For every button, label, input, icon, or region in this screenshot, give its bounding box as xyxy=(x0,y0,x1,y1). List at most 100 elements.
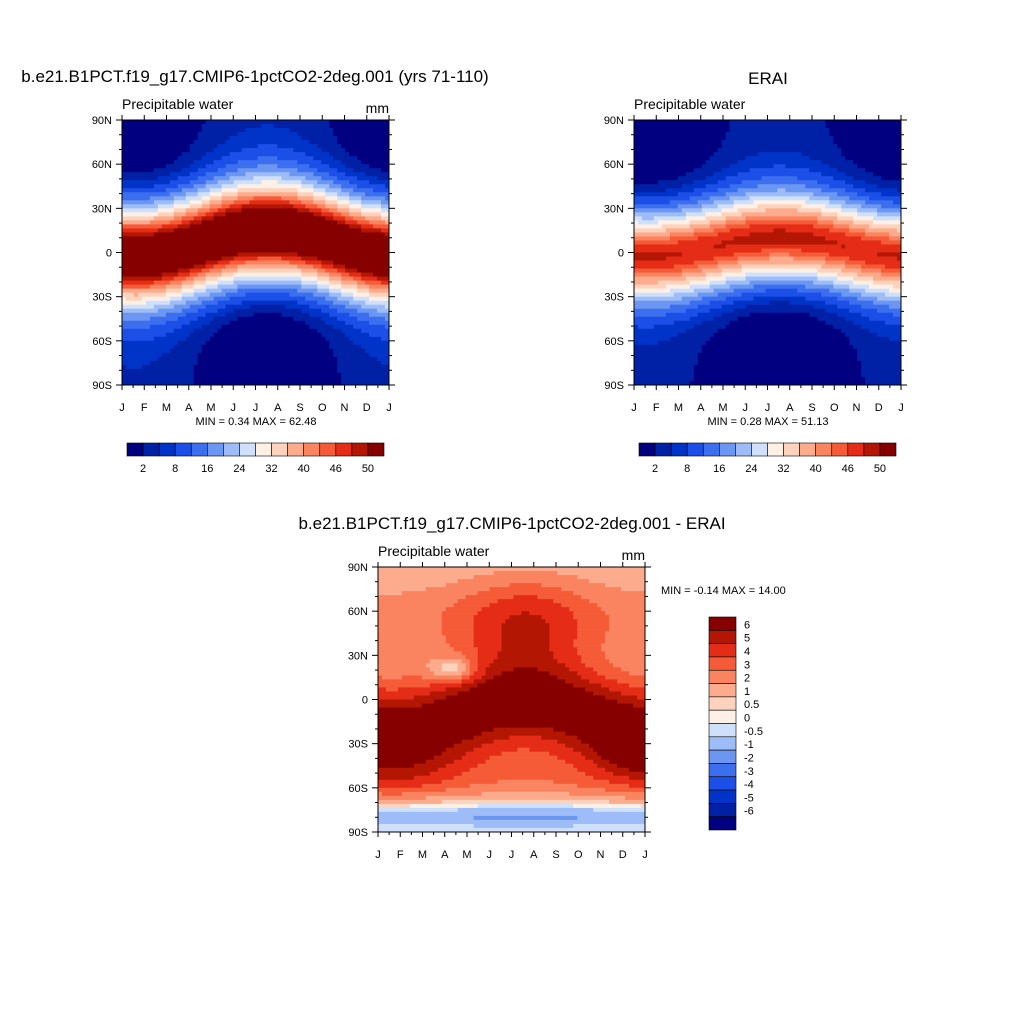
contour-cell xyxy=(297,188,314,193)
contour-cell xyxy=(377,276,389,282)
contour-cell xyxy=(333,324,354,330)
contour-cell xyxy=(193,284,207,290)
contour-cell xyxy=(577,783,630,789)
contour-cell xyxy=(693,228,715,234)
contour-cell xyxy=(693,188,719,193)
contour-cell xyxy=(577,631,606,636)
contour-cell xyxy=(833,140,901,145)
contour-cell xyxy=(305,204,318,209)
contour-cell xyxy=(345,220,358,225)
contour-cell xyxy=(122,228,159,234)
colorbar-label: 6 xyxy=(744,619,750,631)
contour-cell xyxy=(161,272,179,278)
contour-cell xyxy=(378,679,463,685)
colorbar-box xyxy=(708,656,737,671)
contour-cell xyxy=(713,288,735,294)
contour-cell xyxy=(729,284,755,290)
contour-cell xyxy=(521,611,531,616)
contour-cell xyxy=(197,192,211,197)
contour-cell xyxy=(733,288,767,294)
contour-cell xyxy=(477,651,499,656)
contour-cell xyxy=(897,256,901,262)
x-tick-label: F xyxy=(653,402,660,414)
contour-cell xyxy=(725,280,751,286)
contour-cell xyxy=(805,200,830,205)
contour-cell xyxy=(122,156,179,161)
contour-cell xyxy=(349,204,362,209)
contour-cell xyxy=(177,268,191,274)
contour-cell xyxy=(217,308,235,314)
contour-cell xyxy=(605,767,630,773)
colorbar-box xyxy=(708,723,737,738)
contour-cell xyxy=(233,276,302,282)
contour-cell xyxy=(313,192,326,197)
contour-cell xyxy=(841,292,862,298)
contour-cell xyxy=(845,200,866,205)
contour-cell xyxy=(378,683,431,689)
contour-cell xyxy=(173,328,195,334)
contour-cell xyxy=(205,312,227,318)
contour-cell xyxy=(321,264,334,270)
contour-cell xyxy=(189,220,203,225)
contour-cell xyxy=(737,260,826,266)
contour-cell xyxy=(122,248,389,254)
contour-cell xyxy=(634,284,667,290)
contour-cell xyxy=(453,775,594,781)
contour-cell xyxy=(469,675,483,681)
contour-cell xyxy=(517,747,531,753)
contour-cell xyxy=(381,212,389,217)
contour-cell xyxy=(609,799,645,805)
contour-cell xyxy=(381,360,389,366)
colorbar-box xyxy=(799,442,816,457)
contour-cell xyxy=(329,184,342,189)
contour-cell xyxy=(169,180,191,185)
contour-cell xyxy=(634,272,683,278)
contour-cell xyxy=(189,268,203,274)
contour-cell xyxy=(733,252,771,258)
contour-cell xyxy=(634,376,695,382)
contour-cell xyxy=(173,228,362,234)
contour-cell xyxy=(237,168,298,173)
colorbar-box xyxy=(708,776,737,791)
contour-cell xyxy=(701,344,854,350)
contour-cell xyxy=(721,140,834,145)
contour-cell xyxy=(577,671,598,677)
contour-cell xyxy=(297,300,318,306)
contour-cell xyxy=(569,667,594,672)
contour-cell xyxy=(634,176,679,181)
contour-cell xyxy=(665,312,699,318)
contour-cell xyxy=(469,667,479,672)
contour-cell xyxy=(453,743,483,749)
contour-cell xyxy=(549,647,578,652)
contour-cell xyxy=(189,200,203,205)
contour-cell xyxy=(253,176,283,181)
contour-cell xyxy=(213,296,231,302)
contour-cell xyxy=(317,276,330,282)
contour-cell xyxy=(341,160,362,165)
x-tick-label: J xyxy=(487,849,493,861)
contour-cell xyxy=(225,172,247,177)
colorbar-model: 2 8 16 24 32 40 46 50 xyxy=(126,442,385,475)
contour-cell xyxy=(653,216,687,221)
contour-cell xyxy=(245,260,290,266)
contour-cell xyxy=(753,284,806,290)
contour-cell xyxy=(378,827,645,832)
contour-cell xyxy=(122,332,167,338)
contour-cell xyxy=(285,304,310,310)
contour-cell xyxy=(185,212,199,217)
contour-cell xyxy=(717,328,842,334)
contour-cell xyxy=(361,200,382,205)
contour-cell xyxy=(705,212,723,217)
contour-cell xyxy=(509,735,542,741)
contour-cell xyxy=(321,208,330,213)
contour-cell xyxy=(825,204,842,209)
contour-cell xyxy=(445,787,606,793)
contour-cell xyxy=(709,336,850,342)
contour-cell xyxy=(305,260,322,266)
contour-cell xyxy=(737,160,822,165)
contour-cell xyxy=(637,695,645,701)
contour-cell xyxy=(181,308,199,314)
contour-cell xyxy=(689,220,711,225)
